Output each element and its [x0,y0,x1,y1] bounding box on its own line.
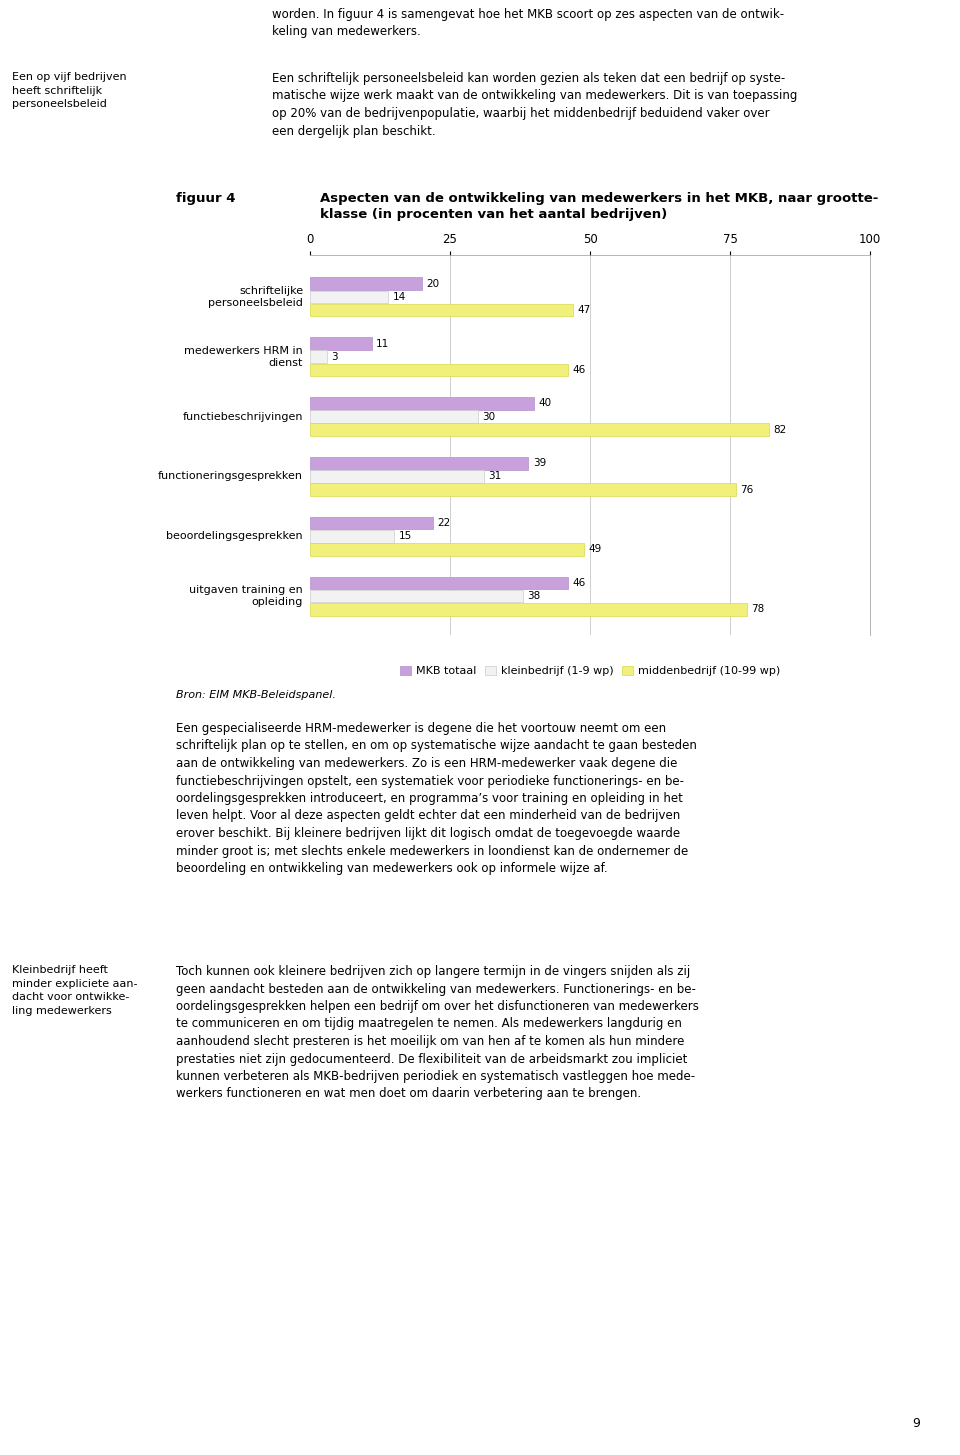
Bar [310,543,585,556]
Text: 38: 38 [527,591,540,601]
Bar [310,423,769,436]
Text: Aspecten van de ontwikkeling van medewerkers in het MKB, naar grootte-
klasse (i: Aspecten van de ontwikkeling van medewer… [320,192,878,221]
Bar [310,351,326,362]
Text: 31: 31 [488,471,501,482]
Text: Een schriftelijk personeelsbeleid kan worden gezien als teken dat een bedrijf op: Een schriftelijk personeelsbeleid kan wo… [272,71,798,138]
Bar [310,410,478,423]
Text: 30: 30 [483,412,495,422]
Bar [310,589,523,602]
Bar [310,470,484,483]
Bar [310,530,394,543]
Text: 11: 11 [376,339,390,349]
Text: 78: 78 [752,604,764,614]
Bar [310,397,534,410]
Bar [310,576,567,589]
Text: Bron: EIM MKB-Beleidspanel.: Bron: EIM MKB-Beleidspanel. [176,690,336,700]
Text: 20: 20 [426,279,440,288]
Text: 47: 47 [578,306,591,316]
Bar [310,517,433,530]
Text: 40: 40 [539,399,552,409]
Text: 14: 14 [393,292,406,301]
Text: 82: 82 [774,425,787,435]
Text: worden. In figuur 4 is samengevat hoe het MKB scoort op zes aspecten van de ontw: worden. In figuur 4 is samengevat hoe he… [272,7,784,38]
Text: 15: 15 [398,531,412,541]
Text: 76: 76 [740,485,754,495]
Text: Een gespecialiseerde HRM-medewerker is degene die het voortouw neemt om een
schr: Een gespecialiseerde HRM-medewerker is d… [176,722,697,874]
Text: 39: 39 [533,458,546,469]
Text: 3: 3 [331,352,338,362]
Text: Kleinbedrijf heeft
minder expliciete aan-
dacht voor ontwikke-
ling medewerkers: Kleinbedrijf heeft minder expliciete aan… [12,965,137,1016]
Bar [310,278,422,290]
Text: 46: 46 [572,365,586,375]
Bar [310,364,567,377]
Bar [310,483,735,496]
Text: figuur 4: figuur 4 [176,192,235,205]
Text: Een op vijf bedrijven
heeft schriftelijk
personeelsbeleid: Een op vijf bedrijven heeft schriftelijk… [12,71,127,109]
Bar [310,304,573,316]
Text: 22: 22 [438,518,451,528]
Bar [310,338,372,349]
Text: 46: 46 [572,578,586,588]
Bar [310,457,528,470]
Text: 49: 49 [588,544,602,554]
Bar [310,291,389,303]
Text: Toch kunnen ook kleinere bedrijven zich op langere termijn in de vingers snijden: Toch kunnen ook kleinere bedrijven zich … [176,965,699,1100]
Text: 9: 9 [912,1417,920,1430]
Bar [310,602,747,615]
Legend: MKB totaal, kleinbedrijf (1-9 wp), middenbedrijf (10-99 wp): MKB totaal, kleinbedrijf (1-9 wp), midde… [396,662,784,681]
